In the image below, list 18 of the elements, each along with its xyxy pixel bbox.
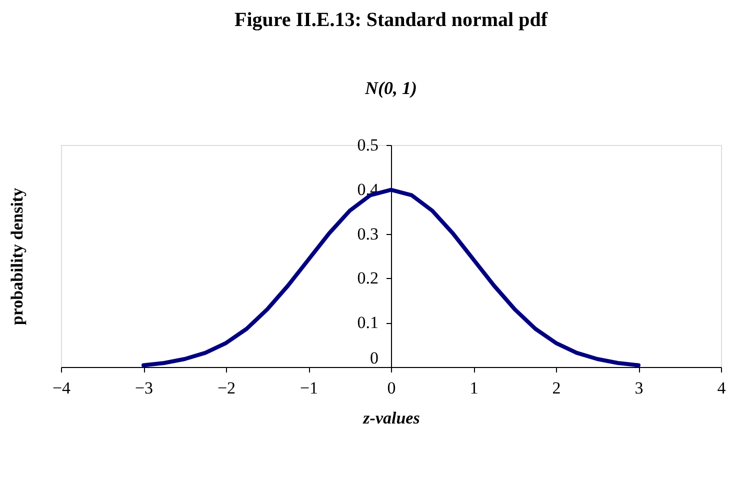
x-tick-label: −2 — [217, 378, 236, 398]
x-tick-label: 2 — [552, 378, 561, 398]
y-axis-title: probability density — [8, 187, 26, 326]
x-tick-label: 4 — [717, 378, 726, 398]
chart-subtitle: N(0, 1) — [364, 78, 417, 98]
x-tick-label: −4 — [52, 378, 72, 398]
chart-title: Figure II.E.13: Standard normal pdf — [234, 9, 548, 31]
y-tick-label: 0 — [370, 348, 378, 368]
x-axis-title: z-values — [362, 408, 420, 428]
x-tick-label: −3 — [134, 378, 154, 398]
x-tick-label: 3 — [634, 378, 644, 398]
x-tick-label: 0 — [387, 378, 396, 398]
x-tick-label: 1 — [470, 378, 478, 398]
y-tick-label: 0.2 — [357, 268, 378, 288]
y-tick-label: 0.3 — [357, 224, 378, 244]
y-tick-label: 0.1 — [357, 313, 378, 332]
x-tick-label: −1 — [300, 378, 318, 398]
y-tick-label: 0.5 — [357, 136, 378, 154]
